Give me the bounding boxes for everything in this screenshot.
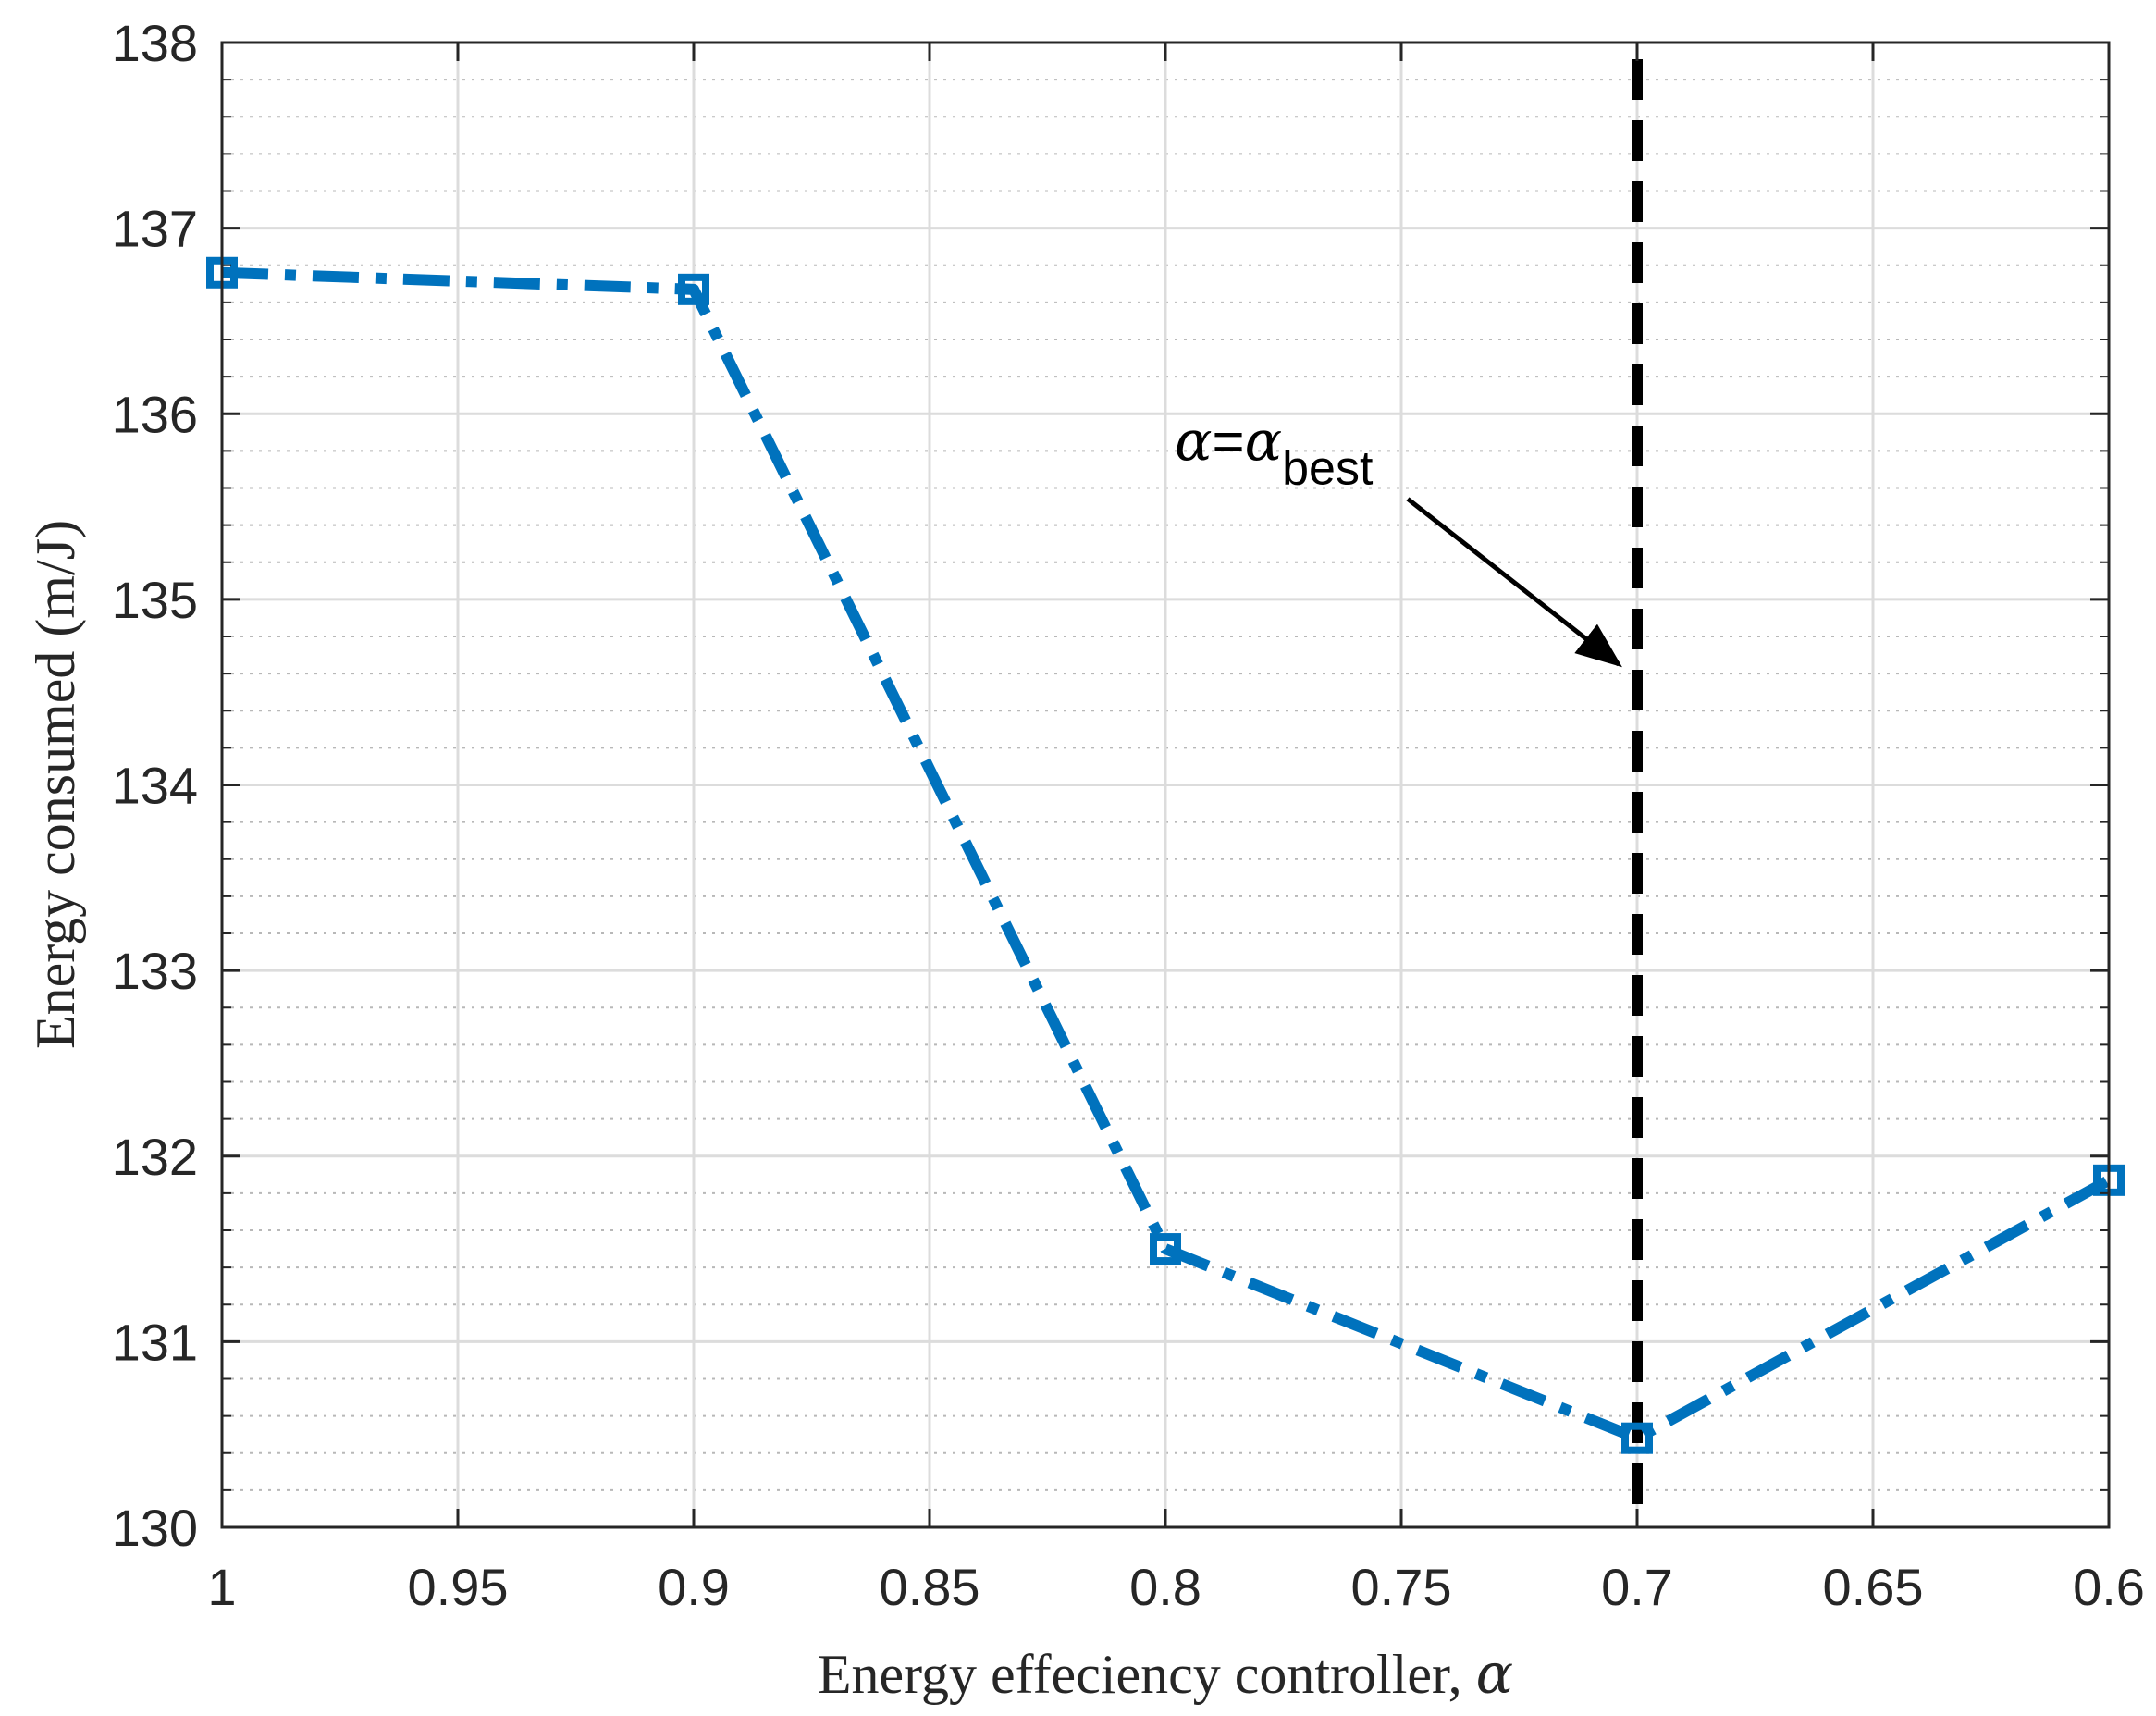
annotation-symbol-2: α [1245,409,1283,474]
x-tick-label: 0.65 [1823,1558,1924,1616]
x-axis-label-text: Energy effeciency controller, [818,1644,1476,1705]
data-point-marker [1150,1233,1181,1265]
y-axis-label: Energy consumed (m/J) [25,520,86,1049]
x-tick-labels: 1 0.95 0.9 0.85 0.8 0.75 0.7 0.65 0.6 [207,1558,2145,1616]
x-tick-label: 0.6 [2073,1558,2145,1616]
x-tick-label: 0.85 [880,1558,980,1616]
series-line [221,266,2112,1444]
annotation-label: α=αbest [1175,409,1374,495]
x-axis-label-symbol: α [1476,1642,1514,1707]
x-tick-label: 1 [207,1558,236,1616]
x-tick-label: 0.95 [408,1558,509,1616]
y-tick-label: 138 [112,14,198,72]
x-tick-label: 0.75 [1351,1558,1452,1616]
annotation-group: α=αbest [1175,409,1622,668]
annotation-equals: = [1213,410,1245,472]
tick-marks [220,41,2111,1529]
x-tick-label: 0.7 [1601,1558,1673,1616]
y-tick-label: 134 [112,757,198,815]
series-group [221,266,2112,1444]
y-tick-label: 137 [112,200,198,258]
y-tick-label: 131 [112,1313,198,1371]
y-tick-label: 132 [112,1128,198,1186]
x-tick-label: 0.9 [658,1558,730,1616]
y-tick-label: 135 [112,571,198,629]
y-tick-labels: 130 131 132 133 134 135 136 137 138 [112,14,198,1557]
y-tick-label: 136 [112,385,198,443]
x-axis-label: Energy effeciency controller, α [818,1642,1513,1707]
data-point-marker [678,273,709,305]
data-point-marker [1621,1422,1653,1454]
y-tick-label: 133 [112,942,198,1000]
annotation-symbol: α [1175,409,1213,474]
x-tick-label: 0.8 [1129,1558,1201,1616]
y-tick-label: 130 [112,1499,198,1557]
annotation-subscript: best [1282,441,1374,495]
annotation-arrow [1406,497,1622,668]
